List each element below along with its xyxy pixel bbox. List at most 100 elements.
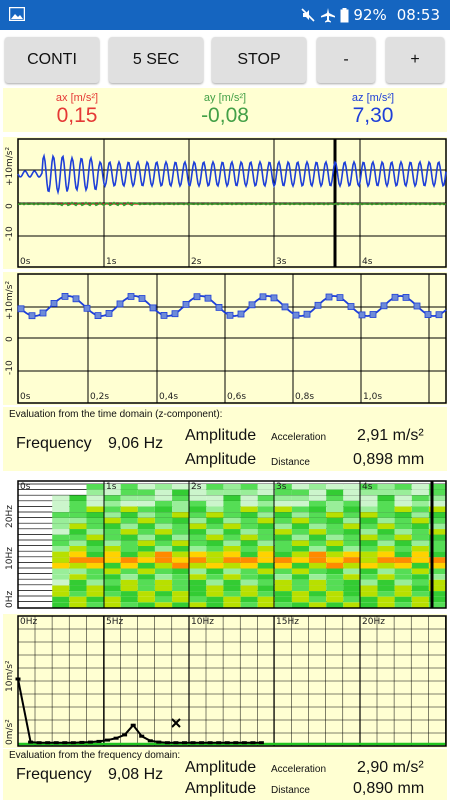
spectrogram-cell [291, 568, 309, 575]
spectrum-xtick: 15Hz [276, 617, 299, 627]
spectrogram-cell [309, 602, 327, 608]
spectrogram-cell [360, 489, 378, 496]
spectrogram-cell [103, 591, 121, 597]
spectrogram-cell [411, 551, 429, 558]
plot2-ytick: 0 [5, 336, 15, 342]
freq-acceleration-label: Acceleration [271, 764, 327, 775]
spectrogram-cell [103, 551, 121, 558]
spectrogram-cell [309, 506, 327, 513]
spectrogram-cell [428, 512, 446, 518]
spectrogram-cell [155, 557, 173, 563]
spectrogram-plot[interactable]: 0s 1s 2s 3s 4s 20Hz 10Hz 0Hz [3, 478, 447, 610]
spectrogram-cell [309, 495, 327, 501]
spectrogram-cell [326, 579, 344, 586]
spectrogram-cell [291, 579, 309, 586]
spectrogram-cell [223, 579, 241, 586]
spectrum-canvas [15, 615, 447, 747]
spectrogram-cell [411, 489, 429, 496]
spectrogram-cell [223, 506, 241, 513]
spectrogram-cell [103, 500, 121, 507]
spectrogram-cell [377, 523, 395, 530]
spectrogram-cell [428, 585, 446, 592]
spectrogram-cell [223, 551, 241, 558]
plot2-xtick: 0,4s [159, 392, 179, 402]
clock: 08:53 [396, 6, 440, 24]
spectrogram-cell [309, 591, 327, 597]
spectrogram-cell [189, 484, 207, 490]
spectrogram-cell [360, 557, 378, 563]
conti-button[interactable]: CONTI [5, 37, 99, 83]
spectrogram-cell [206, 557, 224, 563]
spectrum-xtick: 5Hz [106, 617, 124, 627]
spectrogram-cell [360, 523, 378, 530]
spectrum-plot[interactable]: 0Hz 5Hz 10Hz 15Hz 20Hz 10m/s² 0m/s² [3, 614, 447, 748]
spectrogram-cell [343, 500, 361, 507]
spectrogram-cell [103, 512, 121, 518]
spectrogram-cell [103, 568, 121, 575]
spectrogram-cell [291, 591, 309, 597]
spectrogram-cell [155, 551, 173, 558]
spectrogram-cell [240, 495, 258, 501]
stop-button[interactable]: STOP [212, 37, 306, 83]
spectrogram-cell [291, 602, 309, 608]
spectrogram-cell [326, 602, 344, 608]
spectrogram-cell [137, 489, 155, 496]
spectrogram-cell [206, 506, 224, 513]
spectrogram-cell [309, 523, 327, 530]
sample-marker [402, 293, 410, 301]
spectrogram-cell [377, 489, 395, 496]
spectrogram-cell [52, 602, 70, 608]
spectrogram-cell [343, 574, 361, 580]
sample-marker [94, 312, 102, 319]
spectrogram-cell [52, 523, 70, 530]
spectrogram-cell [120, 523, 138, 530]
freq-distance-value: 0,890 mm [353, 780, 425, 797]
sample-marker [105, 310, 113, 317]
spectrogram-cell [326, 534, 344, 541]
sample-marker [39, 309, 47, 317]
spectrogram-cell [172, 585, 190, 592]
spectrogram-cell [172, 506, 190, 513]
spectrogram-cell [291, 517, 309, 524]
plot1-xtick: 0s [20, 257, 31, 267]
spectrogram-cell [394, 546, 412, 552]
spectrogram-cell [137, 495, 155, 501]
sample-marker [160, 312, 168, 319]
spectrogram-cell [274, 517, 292, 524]
spectrogram-cell [343, 540, 361, 546]
five-sec-button[interactable]: 5 SEC [109, 37, 203, 83]
spectrum-marker [113, 736, 119, 740]
spectrogram-cell [155, 517, 173, 524]
acceleration-zoom-plot[interactable]: 0s 0,2s 0,4s 0,6s 0,8s 1,0s +10m/s² 0 -1… [3, 272, 447, 405]
spectrum-marker [122, 733, 128, 737]
spectrogram-cell [69, 568, 87, 575]
spectrogram-cell [291, 484, 309, 490]
spectrogram-cell [360, 546, 378, 552]
spectrogram-cell [155, 506, 173, 513]
spectrogram-cell [120, 591, 138, 597]
spectrogram-cell [155, 534, 173, 541]
time-distance-label: Distance [271, 457, 310, 468]
spectrogram-cell [189, 500, 207, 507]
spectrogram-cell [326, 529, 344, 535]
zoom-out-button[interactable]: - [317, 37, 375, 83]
acceleration-time-plot[interactable]: 0s 1s 2s 3s 4s +10m/s² 0 -10 [3, 137, 447, 269]
spectrogram-cell [240, 506, 258, 513]
sample-marker [50, 299, 58, 307]
time-eval-title: Evaluation from the time domain (z-compo… [9, 409, 223, 420]
spectrogram-cell [377, 562, 395, 569]
spectrogram-cell [223, 517, 241, 524]
spectrogram-cell [377, 574, 395, 580]
spectrogram-cell [360, 495, 378, 501]
spectrogram-cell [155, 579, 173, 586]
spectrogram-cell [86, 506, 104, 513]
spectrogram-cell [309, 557, 327, 563]
sample-marker [270, 294, 278, 302]
spectrogram-cell [120, 506, 138, 513]
spectrogram-cell [411, 568, 429, 575]
spectrogram-cell [377, 506, 395, 513]
zoom-in-button[interactable]: + [386, 37, 444, 83]
spectrogram-cell [257, 602, 275, 608]
spectrogram-cell [274, 596, 292, 603]
spectrogram-cell [86, 500, 104, 507]
